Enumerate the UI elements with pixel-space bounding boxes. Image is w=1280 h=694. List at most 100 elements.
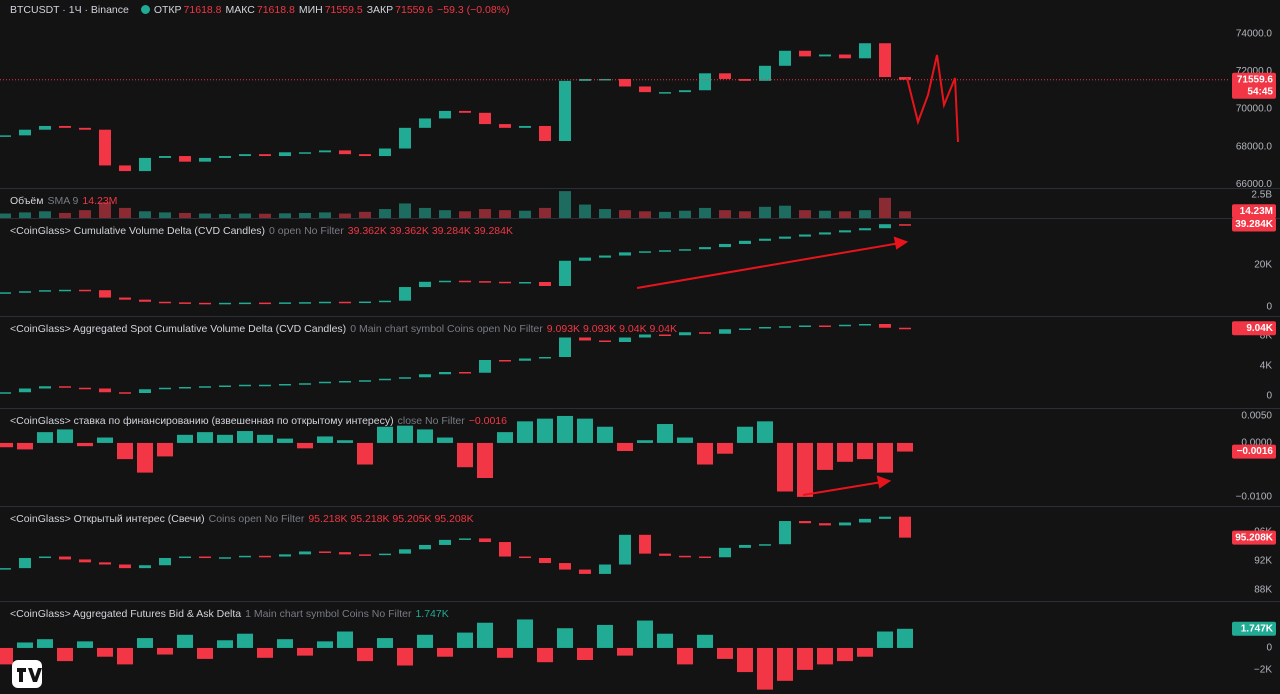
- candle: [559, 260, 571, 286]
- ohlc-value: 71618.8: [183, 4, 222, 16]
- candle: [319, 551, 331, 553]
- ohlc-value: 71559.5: [324, 4, 363, 16]
- histogram-bar: [497, 432, 513, 443]
- volume-bar: [279, 213, 291, 218]
- histogram-bar: [737, 647, 753, 673]
- histogram-bar: [657, 424, 673, 443]
- candle: [899, 516, 911, 538]
- candle: [0, 135, 11, 137]
- candle: [799, 234, 811, 237]
- candle: [719, 547, 731, 558]
- candle: [659, 250, 671, 252]
- histogram-bar: [137, 638, 153, 648]
- candle: [119, 564, 131, 569]
- candle: [699, 556, 711, 559]
- candle: [879, 516, 891, 519]
- volume-bar: [899, 211, 911, 218]
- candle: [459, 110, 471, 113]
- candle: [159, 301, 171, 304]
- volume-bar: [759, 206, 771, 218]
- histogram-bar: [757, 647, 773, 690]
- legend-values: 39.362K 39.362K 39.284K 39.284K: [347, 225, 513, 237]
- value-badge: [1232, 321, 1276, 336]
- candle: [0, 392, 11, 394]
- candle: [359, 554, 371, 556]
- candle: [299, 551, 311, 555]
- histogram-bar: [277, 639, 293, 648]
- histogram-bar: [537, 647, 553, 663]
- candle: [439, 372, 451, 375]
- panel: 0.0050 0.0000 −0.0100 −0.0016: [0, 408, 1280, 503]
- candle: [339, 301, 351, 304]
- candle: [359, 154, 371, 157]
- candle: [179, 302, 191, 304]
- histogram-bar: [717, 442, 733, 454]
- value-badge: [1232, 530, 1276, 545]
- histogram-bar: [477, 442, 493, 479]
- candle: [119, 392, 131, 394]
- candle: [139, 157, 151, 172]
- candle: [779, 236, 791, 239]
- candle: [59, 289, 71, 292]
- panel-legend: <CoinGlass> Aggregated Futures Bid & Ask…: [10, 608, 453, 620]
- volume-bar: [439, 210, 451, 218]
- histogram-bar: [277, 438, 293, 443]
- y-tick-label: 0: [1266, 302, 1272, 313]
- volume-bar: [19, 212, 31, 218]
- histogram-bar: [857, 647, 873, 657]
- value-badge: [1232, 444, 1276, 459]
- badge-text: 9.04K: [1246, 323, 1273, 334]
- candle: [579, 257, 591, 261]
- histogram-bar: [517, 421, 533, 443]
- volume-bar: [859, 210, 871, 218]
- candle: [319, 301, 331, 304]
- histogram-bar: [657, 633, 673, 648]
- candle: [759, 544, 771, 546]
- candle: [699, 332, 711, 334]
- volume-bar: [0, 213, 11, 218]
- volume-bar: [79, 210, 91, 218]
- status-dot: [140, 5, 150, 14]
- volume-bar: [719, 210, 731, 218]
- histogram-bar: [377, 638, 393, 648]
- candle: [219, 385, 231, 387]
- candle: [639, 534, 651, 554]
- histogram-bar: [117, 647, 133, 665]
- panel: 0 −2K 1.747K: [0, 601, 1280, 690]
- histogram-bar: [757, 421, 773, 443]
- histogram-bar: [797, 647, 813, 670]
- volume-bar: [599, 209, 611, 218]
- y-tick-label: 20K: [1254, 260, 1272, 271]
- candle: [879, 324, 891, 328]
- candle: [539, 282, 551, 286]
- volume-bar: [139, 211, 151, 218]
- candle: [59, 556, 71, 560]
- candle: [0, 292, 11, 294]
- arrow-head: [893, 236, 909, 250]
- histogram-bar: [177, 634, 193, 648]
- legend-settings: Coins open No Filter: [208, 513, 305, 525]
- ohlc-label: ЗАКР: [366, 4, 394, 16]
- candle: [299, 302, 311, 304]
- candle: [599, 255, 611, 258]
- logo-mark: [17, 668, 42, 682]
- candle: [619, 252, 631, 256]
- candle: [379, 148, 391, 157]
- candle: [739, 328, 751, 330]
- change-value: −59.3 (−0.08%): [437, 4, 510, 16]
- volume-bar: [819, 210, 831, 218]
- drawn-arrow: [802, 481, 883, 496]
- histogram-bar: [677, 437, 693, 443]
- candle: [59, 125, 71, 128]
- candle: [399, 377, 411, 379]
- candle: [619, 78, 631, 87]
- candle: [519, 282, 531, 284]
- candle: [39, 386, 51, 389]
- panel-legend: <CoinGlass> Aggregated Spot Cumulative V…: [10, 323, 681, 335]
- volume-bar: [219, 214, 231, 218]
- candle: [379, 553, 391, 556]
- legend-values: 95.218K 95.218K 95.205K 95.208K: [308, 513, 474, 525]
- candle: [859, 324, 871, 326]
- histogram-bar: [17, 642, 33, 648]
- arrow-head: [876, 475, 892, 489]
